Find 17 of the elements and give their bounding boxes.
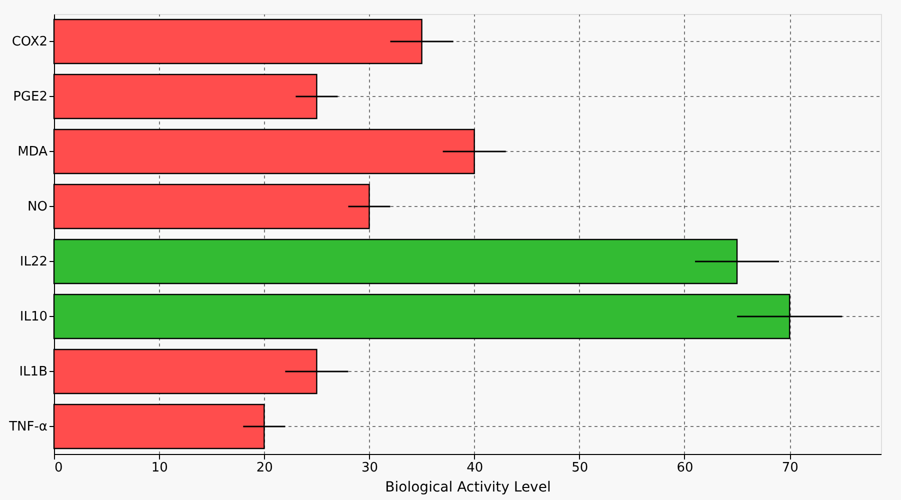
x-tick-label: 50 xyxy=(572,460,588,476)
x-tick-label: 40 xyxy=(466,460,484,476)
y-tick-label: TNF-α xyxy=(8,420,48,434)
y-tick-label: COX2 xyxy=(12,34,48,50)
x-tick-label: 10 xyxy=(151,460,168,476)
y-tick-label: NO xyxy=(28,200,48,214)
y-tick-label: IL1B xyxy=(19,364,48,380)
y-tick-label: PGE2 xyxy=(13,90,48,104)
x-tick-label: 30 xyxy=(361,460,378,476)
y-tick-label: MDA xyxy=(18,144,48,160)
x-tick-label: 20 xyxy=(256,460,273,476)
x-tick-label: 60 xyxy=(676,460,694,476)
y-tick-label: IL10 xyxy=(20,310,48,324)
y-tick-label: IL22 xyxy=(20,254,48,270)
x-tick-label: 0 xyxy=(54,460,63,476)
x-axis-title: Biological Activity Level xyxy=(385,480,551,496)
x-tick-label: 70 xyxy=(782,460,798,476)
